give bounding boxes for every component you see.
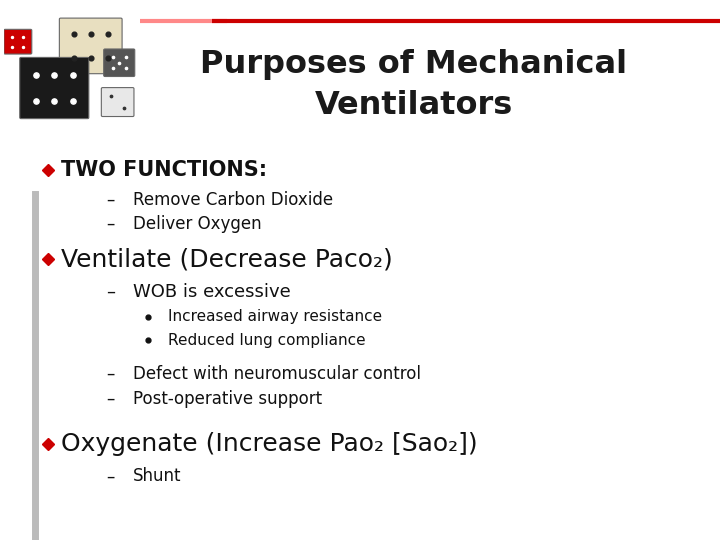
Text: Ventilate (Decrease Paco₂): Ventilate (Decrease Paco₂) <box>61 247 393 271</box>
Text: Ventilators: Ventilators <box>315 90 513 121</box>
FancyBboxPatch shape <box>19 57 89 119</box>
Text: TWO FUNCTIONS:: TWO FUNCTIONS: <box>61 160 267 180</box>
FancyBboxPatch shape <box>59 18 122 73</box>
Text: Deliver Oxygen: Deliver Oxygen <box>133 215 262 233</box>
Text: Increased airway resistance: Increased airway resistance <box>168 309 382 325</box>
Text: –: – <box>106 389 114 408</box>
Text: WOB is excessive: WOB is excessive <box>133 282 291 301</box>
Text: –: – <box>106 191 114 209</box>
Text: –: – <box>106 282 115 301</box>
FancyBboxPatch shape <box>102 87 134 117</box>
Text: Remove Carbon Dioxide: Remove Carbon Dioxide <box>133 191 333 209</box>
FancyBboxPatch shape <box>104 49 135 77</box>
FancyBboxPatch shape <box>4 29 32 54</box>
Text: Oxygenate (Increase Pao₂ [Sao₂]): Oxygenate (Increase Pao₂ [Sao₂]) <box>61 432 478 456</box>
Text: Reduced lung compliance: Reduced lung compliance <box>168 333 365 348</box>
Text: –: – <box>106 215 114 233</box>
Text: –: – <box>106 364 114 383</box>
Text: –: – <box>106 467 114 485</box>
Text: Defect with neuromuscular control: Defect with neuromuscular control <box>133 364 421 383</box>
Text: Purposes of Mechanical: Purposes of Mechanical <box>200 49 628 80</box>
Text: Post-operative support: Post-operative support <box>133 389 323 408</box>
Text: Shunt: Shunt <box>133 467 181 485</box>
